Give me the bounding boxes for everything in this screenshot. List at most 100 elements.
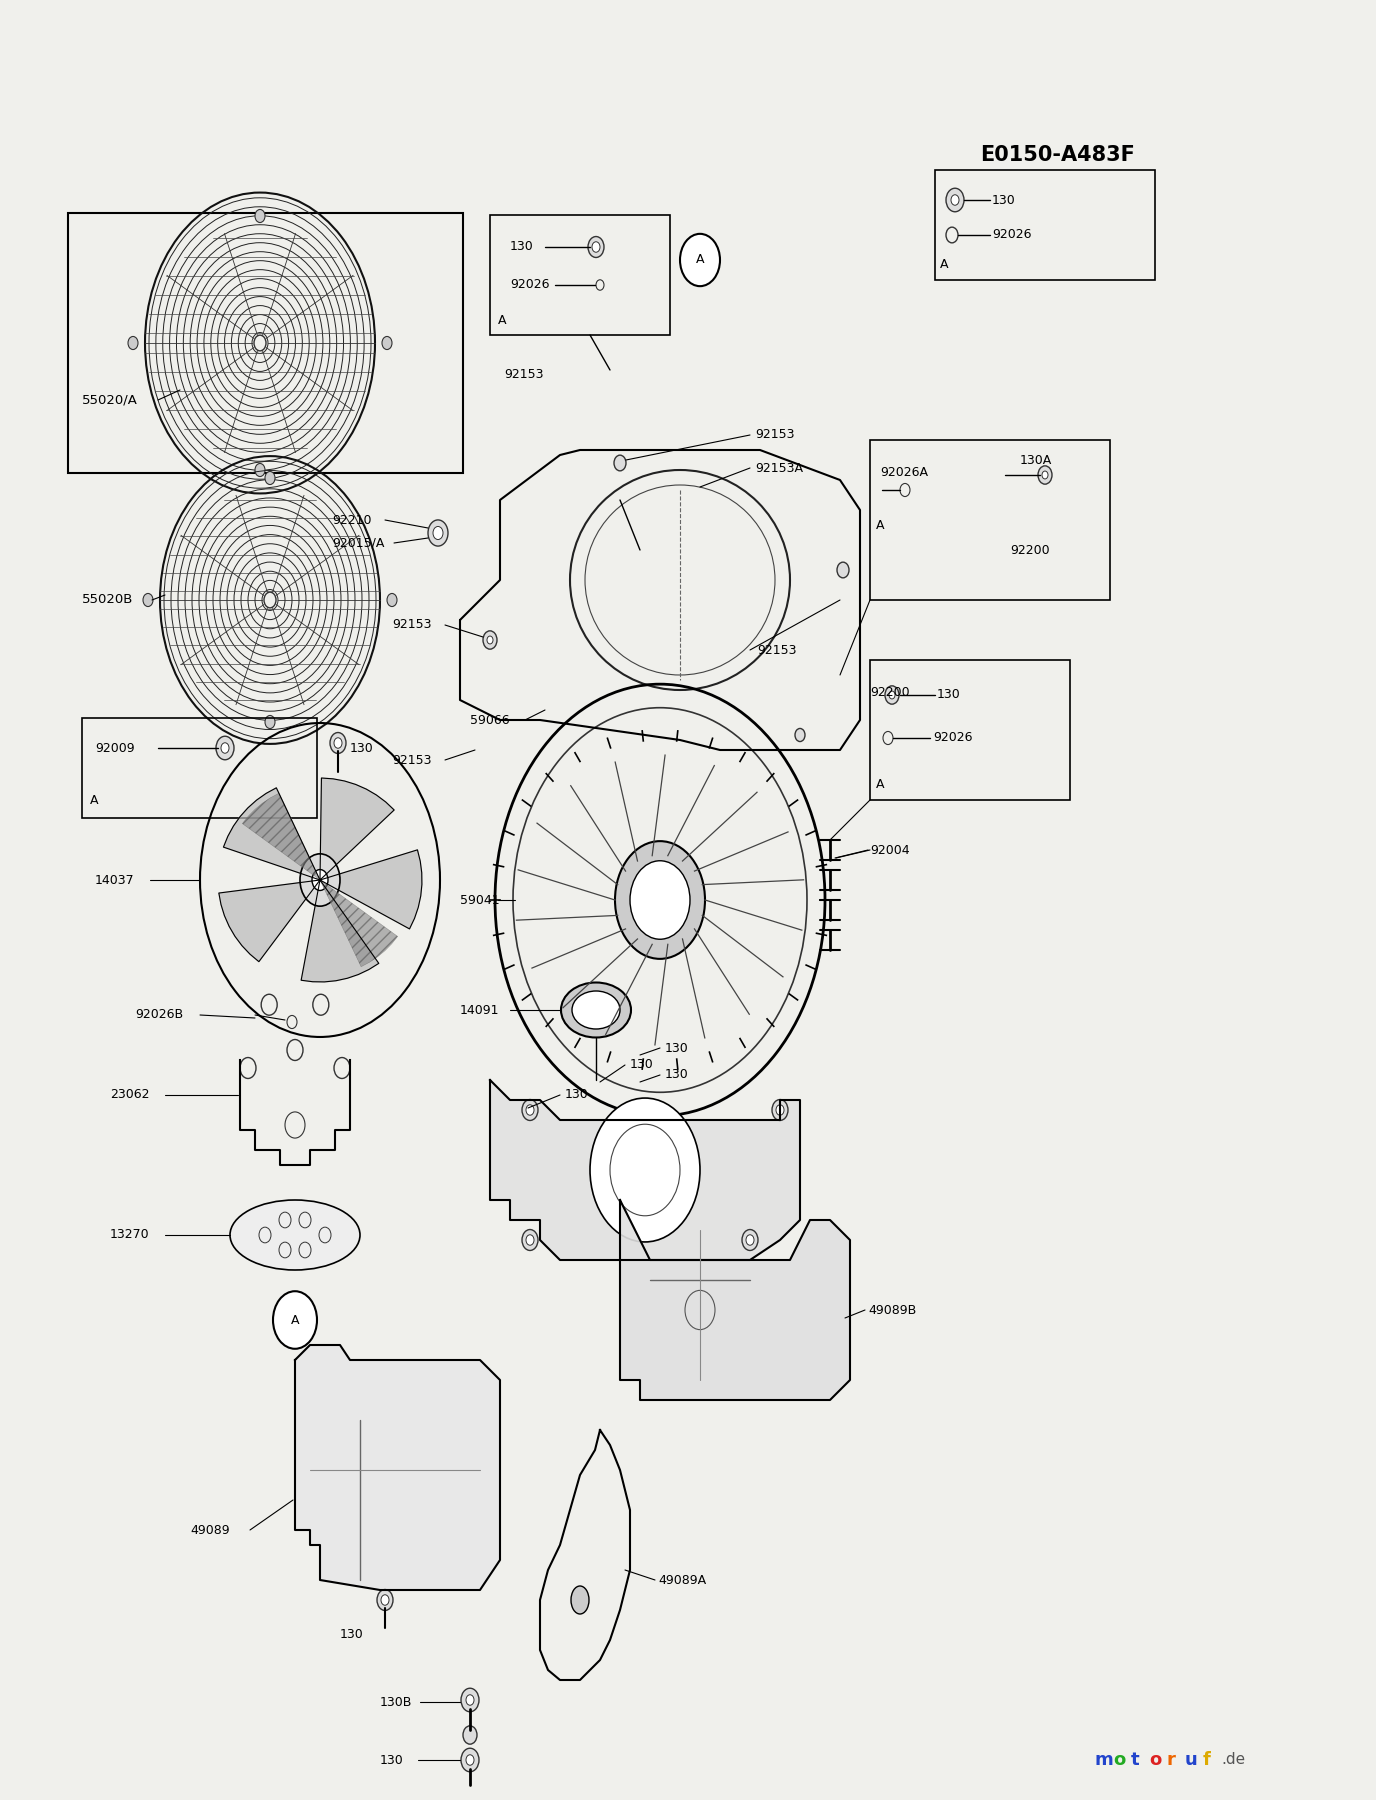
Polygon shape	[321, 880, 398, 967]
Text: 92015/A: 92015/A	[332, 536, 384, 549]
Circle shape	[266, 715, 275, 729]
Circle shape	[466, 1755, 473, 1766]
Circle shape	[837, 562, 849, 578]
Circle shape	[522, 1229, 538, 1251]
Ellipse shape	[571, 1586, 589, 1615]
Text: 92153: 92153	[392, 619, 432, 632]
Bar	[490, 214, 670, 335]
Text: 92009: 92009	[95, 742, 135, 754]
Ellipse shape	[230, 1201, 361, 1271]
Text: 49089B: 49089B	[868, 1303, 916, 1316]
Text: 130: 130	[510, 241, 534, 254]
Text: o: o	[1113, 1751, 1126, 1769]
Text: 130B: 130B	[380, 1696, 413, 1708]
Circle shape	[222, 743, 228, 752]
Text: E0150-A483F: E0150-A483F	[980, 146, 1135, 166]
Text: 130: 130	[937, 688, 960, 702]
Text: 130: 130	[566, 1089, 589, 1102]
Text: 92153A: 92153A	[755, 461, 804, 475]
Circle shape	[483, 630, 497, 650]
Circle shape	[945, 189, 965, 212]
Text: A: A	[877, 778, 885, 792]
Circle shape	[487, 635, 493, 644]
Text: 92026A: 92026A	[881, 466, 927, 479]
Circle shape	[383, 337, 392, 349]
Circle shape	[526, 1105, 534, 1116]
Circle shape	[433, 526, 443, 540]
Bar	[870, 439, 1110, 599]
Text: 59041: 59041	[460, 893, 499, 907]
Text: 92200: 92200	[1010, 544, 1050, 556]
Text: 130: 130	[992, 194, 1015, 207]
Text: 130: 130	[340, 1629, 363, 1642]
Polygon shape	[321, 850, 422, 929]
Circle shape	[330, 733, 345, 754]
Circle shape	[795, 729, 805, 742]
Text: 23062: 23062	[110, 1089, 150, 1102]
Circle shape	[312, 869, 327, 891]
Text: .de: .de	[1221, 1753, 1245, 1768]
Bar	[936, 169, 1154, 281]
Text: 92026: 92026	[992, 229, 1032, 241]
Text: 92153: 92153	[504, 369, 544, 382]
Text: 92210: 92210	[332, 513, 372, 526]
Circle shape	[428, 520, 449, 545]
Text: 92153: 92153	[757, 644, 797, 657]
Circle shape	[387, 594, 398, 607]
Polygon shape	[242, 794, 321, 880]
Circle shape	[772, 1100, 788, 1120]
Text: 92026: 92026	[510, 279, 549, 292]
Circle shape	[615, 841, 705, 959]
Text: u: u	[1185, 1751, 1197, 1769]
Text: 14037: 14037	[95, 873, 135, 887]
Text: 92153: 92153	[755, 428, 794, 441]
Polygon shape	[223, 788, 321, 880]
Polygon shape	[219, 880, 321, 961]
Circle shape	[590, 1098, 700, 1242]
Text: 49089: 49089	[190, 1523, 230, 1537]
Circle shape	[746, 1235, 754, 1246]
Circle shape	[526, 1235, 534, 1246]
Circle shape	[462, 1726, 477, 1744]
Circle shape	[885, 686, 899, 704]
Text: 55020/A: 55020/A	[83, 394, 138, 407]
Bar	[83, 718, 316, 817]
Circle shape	[614, 455, 626, 472]
Circle shape	[588, 236, 604, 257]
Text: r: r	[1167, 1751, 1176, 1769]
Text: A: A	[89, 794, 99, 806]
Circle shape	[742, 1229, 758, 1251]
Polygon shape	[490, 1080, 799, 1260]
Circle shape	[300, 853, 340, 905]
Ellipse shape	[561, 983, 632, 1037]
Text: 130: 130	[380, 1753, 403, 1766]
Circle shape	[1042, 472, 1049, 479]
Text: t: t	[1131, 1751, 1139, 1769]
Circle shape	[143, 594, 153, 607]
Circle shape	[272, 1291, 316, 1348]
Circle shape	[255, 209, 266, 223]
Bar	[67, 212, 462, 473]
Circle shape	[266, 472, 275, 484]
Circle shape	[522, 1100, 538, 1120]
Circle shape	[381, 1595, 389, 1606]
Text: m: m	[1095, 1751, 1113, 1769]
Circle shape	[128, 337, 138, 349]
Ellipse shape	[572, 992, 621, 1030]
Bar	[870, 661, 1071, 799]
Circle shape	[592, 241, 600, 252]
Text: A: A	[696, 254, 705, 266]
Circle shape	[216, 736, 234, 760]
Text: 49089A: 49089A	[658, 1573, 706, 1586]
Text: 92200: 92200	[870, 686, 910, 700]
Text: 55020B: 55020B	[83, 594, 133, 607]
Text: 92026: 92026	[933, 731, 973, 745]
Text: 130: 130	[630, 1058, 654, 1071]
Text: 14091: 14091	[460, 1004, 499, 1017]
Text: 92026B: 92026B	[135, 1008, 183, 1022]
Circle shape	[680, 234, 720, 286]
Circle shape	[951, 194, 959, 205]
Text: A: A	[940, 259, 948, 272]
Circle shape	[466, 1696, 473, 1705]
Circle shape	[377, 1589, 394, 1611]
